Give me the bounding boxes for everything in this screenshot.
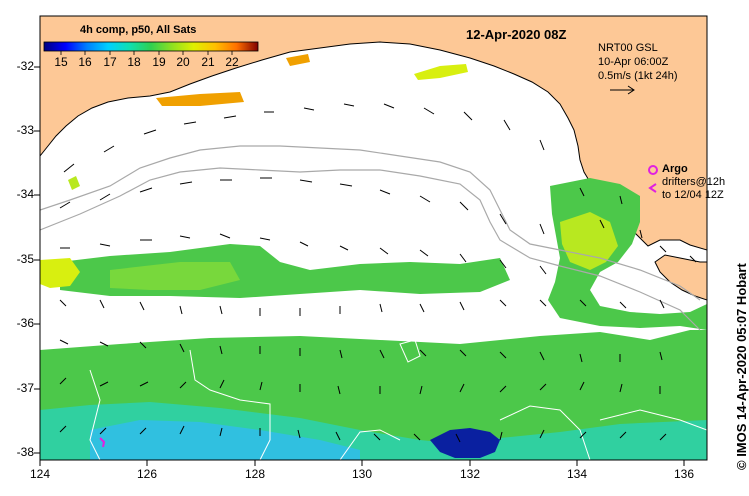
colorbar-tick: 21 <box>201 55 215 69</box>
lat-tick: -33 <box>16 123 34 137</box>
axis-ticks <box>34 66 685 466</box>
colorbar <box>43 41 259 52</box>
lon-tick: 128 <box>244 467 266 481</box>
lon-tick: 134 <box>566 467 588 481</box>
argo-label: Argo <box>662 163 688 175</box>
colorbar-tick: 15 <box>54 55 68 69</box>
sst-swaths <box>40 54 707 460</box>
drifters-label-2: to 12/04 12Z <box>662 189 724 201</box>
lon-tick: 136 <box>673 467 695 481</box>
lat-tick: -35 <box>16 252 34 266</box>
map-border <box>39 15 708 461</box>
sst-contours <box>89 339 707 460</box>
colorbar-label: 4h comp, p50, All Sats <box>80 24 197 36</box>
scale-arrow <box>610 85 635 95</box>
map-area[interactable] <box>40 16 707 460</box>
altimetry-source: NRT00 GSL <box>598 42 658 54</box>
colorbar-ticks <box>60 51 233 55</box>
colorbar-tick: 18 <box>127 55 141 69</box>
lat-tick: -37 <box>16 381 34 395</box>
contours <box>40 145 701 331</box>
colorbar-tick: 20 <box>176 55 190 69</box>
altimetry-date: 10-Apr 06:00Z <box>598 56 669 68</box>
altimetry-scale: 0.5m/s (1kt 24h) <box>598 70 678 82</box>
lat-tick: -34 <box>16 187 34 201</box>
lat-tick: -38 <box>16 445 34 459</box>
colorbar-tick: 17 <box>103 55 117 69</box>
lat-tick: -36 <box>16 316 34 330</box>
drifter-icon <box>648 183 657 193</box>
lon-tick: 130 <box>351 467 373 481</box>
lon-tick: 126 <box>136 467 158 481</box>
credit-text: © IMOS 14-Apr-2020 05:07 Hobart <box>734 263 749 470</box>
lat-tick: -32 <box>16 59 34 73</box>
land-mass-se <box>654 254 707 301</box>
lon-tick: 124 <box>29 467 51 481</box>
lon-tick: 132 <box>459 467 481 481</box>
drifters-label-1: drifters@12h <box>662 176 726 188</box>
colorbar-tick: 16 <box>78 55 92 69</box>
map-title: 12-Apr-2020 08Z <box>466 27 567 42</box>
colorbar-tick: 22 <box>225 55 239 69</box>
drifter-track <box>99 437 106 448</box>
argo-icon <box>648 165 658 175</box>
colorbar-tick: 19 <box>152 55 166 69</box>
current-vectors <box>59 103 697 443</box>
